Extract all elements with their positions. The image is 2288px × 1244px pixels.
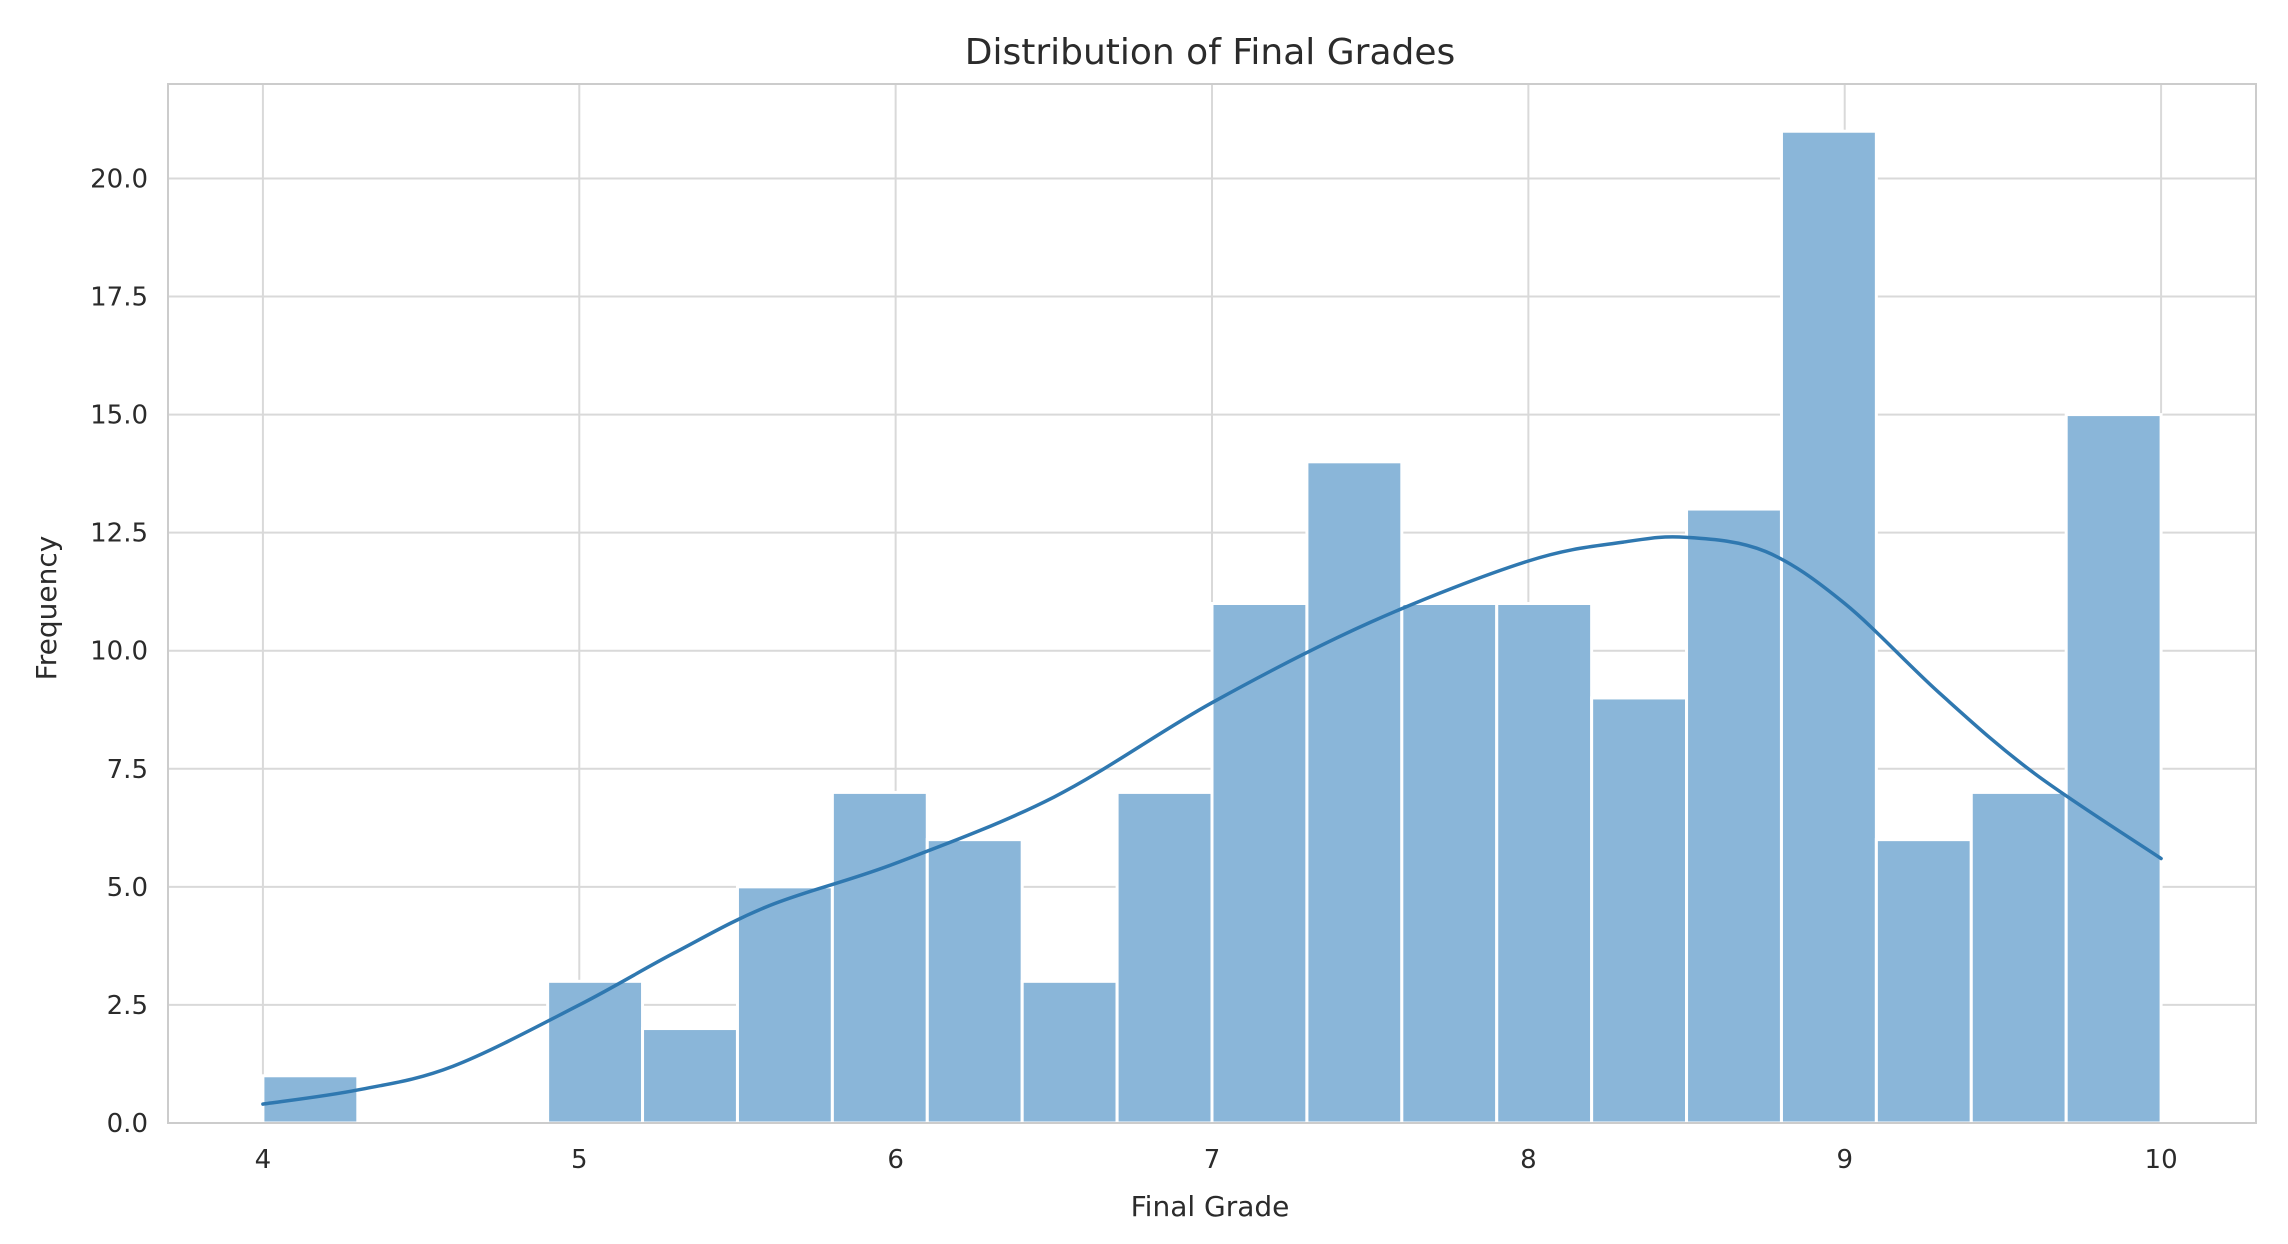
histogram-bar [1779, 129, 1878, 1125]
x-axis-label: Final Grade [1131, 1190, 1290, 1223]
histogram-bar [735, 885, 834, 1125]
histogram-bar [1400, 602, 1499, 1125]
histogram-bar [1685, 507, 1783, 1125]
histogram-bar [1020, 979, 1119, 1125]
x-tick-label: 6 [887, 1145, 904, 1175]
y-tick-label: 0.0 [107, 1109, 148, 1139]
x-tick-label: 7 [1204, 1145, 1221, 1175]
y-tick-label: 5.0 [107, 873, 148, 903]
axes-layer: 4 5 6 7 8 9 10 0.0 2.5 5.0 7.5 10.0 12.5 15.0 17.5 20.0 [90, 83, 2257, 1175]
y-tick-label: 15.0 [90, 401, 148, 431]
x-tick-label: 8 [1520, 1145, 1537, 1175]
histogram-bar [1210, 602, 1309, 1125]
kde-layer [261, 535, 2163, 1106]
histogram-bar [925, 838, 1024, 1125]
x-tick-label: 5 [571, 1145, 588, 1175]
histogram-bar [1590, 696, 1689, 1125]
chart-title: Distribution of Final Grades [965, 32, 1456, 73]
labels-layer: Distribution of Final Grades Final Grade… [30, 32, 1455, 1223]
plot-frame [167, 83, 2257, 1124]
histogram-bar [1874, 838, 1973, 1125]
histogram-bar [2064, 413, 2163, 1125]
histogram-bar [546, 979, 645, 1125]
bars-layer [261, 129, 2163, 1125]
y-tick-label: 10.0 [90, 637, 148, 667]
kde-curve [261, 535, 2163, 1106]
histogram-bar [1115, 790, 1214, 1125]
x-tick-label: 4 [255, 1145, 272, 1175]
y-axis-label: Frequency [30, 536, 63, 681]
histogram-bar [830, 790, 929, 1125]
x-tick-label: 10 [2145, 1145, 2178, 1175]
y-tick-label: 20.0 [90, 164, 148, 194]
y-tick-label: 17.5 [90, 283, 148, 313]
x-tick-label: 9 [1836, 1145, 1853, 1175]
y-tick-label: 2.5 [107, 991, 148, 1021]
histogram-bar [1969, 790, 2068, 1125]
y-tick-label: 7.5 [107, 755, 148, 785]
histogram-bar [1495, 602, 1594, 1125]
y-tick-label: 12.5 [90, 519, 148, 549]
histogram-bar [1305, 460, 1404, 1125]
histogram-bar [641, 1027, 739, 1125]
